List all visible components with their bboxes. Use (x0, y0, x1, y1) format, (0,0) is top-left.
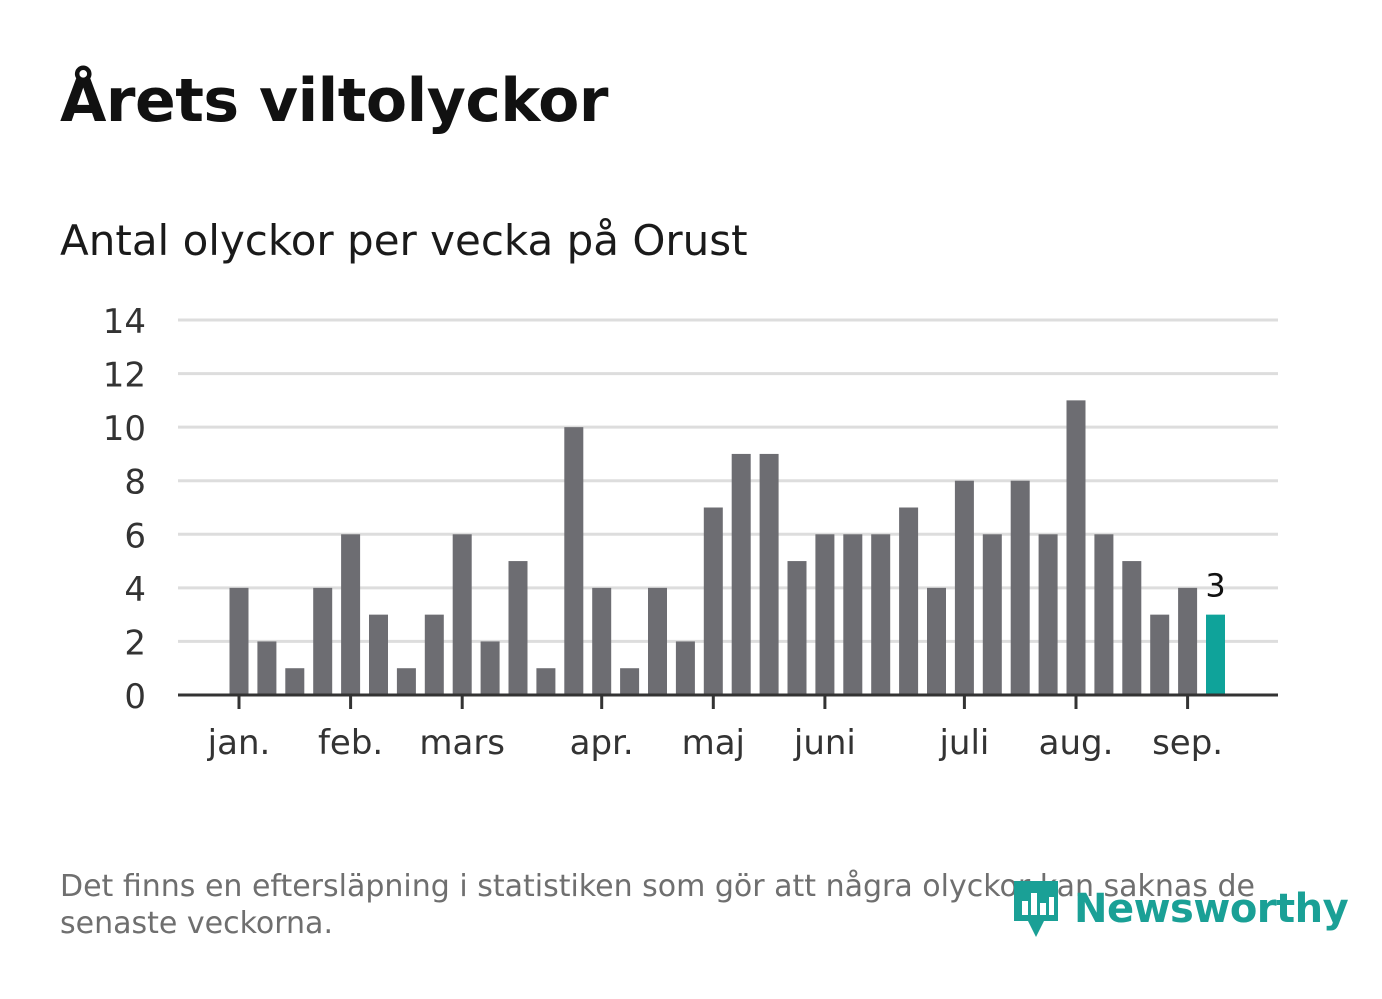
x-tick-label: mars (419, 723, 505, 763)
bar (954, 480, 974, 695)
bar (620, 668, 640, 695)
bar (759, 453, 779, 695)
y-tick-label: 8 (124, 463, 146, 503)
bar (536, 668, 556, 695)
bar (592, 587, 612, 695)
bar (1150, 614, 1170, 695)
bar (927, 587, 946, 695)
bar (313, 587, 333, 695)
bar (787, 561, 807, 695)
bar (815, 534, 835, 695)
bar (731, 453, 751, 695)
bar (871, 534, 891, 695)
x-tick-label: juni (793, 723, 856, 763)
y-tick-label: 0 (124, 677, 146, 717)
x-tick-label: juli (938, 723, 989, 763)
bar (1094, 534, 1114, 695)
chart-subtitle: Antal olyckor per vecka på Orust (60, 216, 748, 265)
bar (508, 561, 528, 695)
bar (424, 614, 444, 695)
bar (843, 534, 863, 695)
bar (1122, 561, 1142, 695)
bar (1010, 480, 1030, 695)
bar-value-label: 3 (1205, 567, 1225, 605)
bar (257, 641, 277, 695)
bar (396, 668, 416, 695)
newsworthy-logo: Newsworthy (1010, 876, 1349, 942)
y-tick-label: 6 (124, 516, 146, 556)
x-axis-ticks: jan. feb. mars apr. maj juni juli aug. sep. (207, 695, 1223, 763)
x-tick-label: jan. (207, 723, 271, 763)
bar (675, 641, 695, 695)
bar (369, 614, 388, 695)
newsworthy-logo-text: Newsworthy (1074, 886, 1349, 932)
x-tick-label: maj (682, 723, 745, 763)
bar (1066, 400, 1086, 695)
y-tick-label: 14 (103, 302, 146, 342)
bar-chart: 0 2 4 6 8 10 12 14 3 jan. feb. mars apr. maj juni jul… (103, 302, 1278, 763)
x-tick-label: sep. (1152, 723, 1223, 763)
bar (564, 427, 584, 695)
bar (703, 507, 723, 695)
y-axis-ticks: 0 2 4 6 8 10 12 14 (103, 302, 146, 717)
bar (1178, 587, 1198, 695)
bar (341, 534, 361, 695)
bar (899, 507, 919, 695)
x-tick-label: aug. (1039, 723, 1114, 763)
bar (229, 587, 249, 695)
bar (452, 534, 472, 695)
bar (285, 668, 305, 695)
y-tick-label: 4 (124, 570, 146, 610)
chart-title: Årets viltolyckor (60, 66, 609, 136)
y-tick-label: 10 (103, 409, 146, 449)
bar (1038, 534, 1058, 695)
y-tick-label: 2 (124, 623, 146, 663)
bars: 3 (229, 400, 1226, 695)
bar (982, 534, 1002, 695)
x-tick-label: feb. (318, 723, 383, 763)
bar (648, 587, 667, 695)
bar (480, 641, 500, 695)
x-tick-label: apr. (570, 723, 634, 763)
bar-highlight (1206, 614, 1225, 695)
y-tick-label: 12 (103, 356, 146, 396)
newsworthy-logo-icon (1014, 881, 1058, 937)
